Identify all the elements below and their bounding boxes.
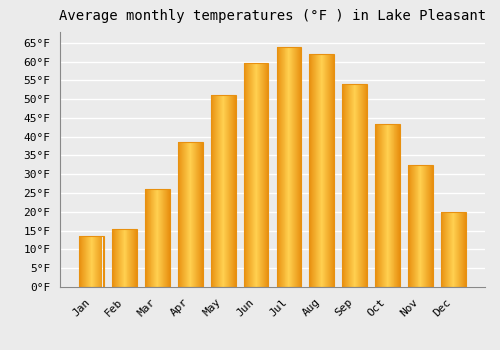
Bar <box>310 54 334 287</box>
Bar <box>211 95 236 287</box>
Bar <box>178 142 203 287</box>
Bar <box>80 236 104 287</box>
Bar <box>244 63 268 287</box>
Bar <box>145 189 170 287</box>
Bar <box>376 124 400 287</box>
Bar <box>276 47 301 287</box>
Bar <box>112 229 137 287</box>
Bar <box>408 165 433 287</box>
Title: Average monthly temperatures (°F ) in Lake Pleasant: Average monthly temperatures (°F ) in La… <box>59 9 486 23</box>
Bar <box>441 212 466 287</box>
Bar <box>342 84 367 287</box>
